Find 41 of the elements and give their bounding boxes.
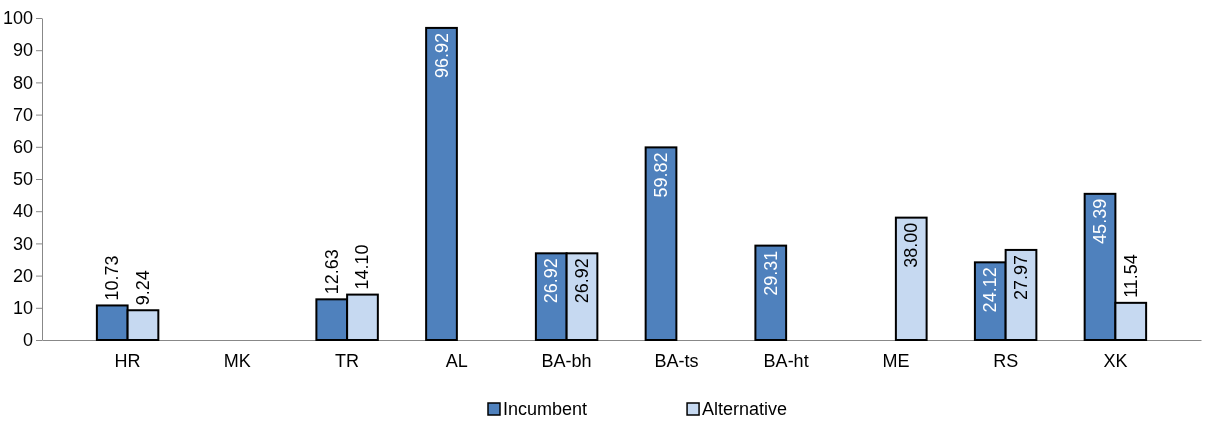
bar: [644, 146, 678, 341]
data-label: 26.92: [541, 258, 562, 304]
bar: [754, 244, 788, 341]
data-label: 29.31: [760, 250, 781, 296]
y-tick-label: 60: [12, 137, 33, 158]
y-tick-label: 10: [12, 298, 33, 319]
x-tick-label: BA-bh: [541, 350, 592, 371]
y-tick-label: 30: [12, 233, 33, 254]
data-label: 38.00: [901, 222, 922, 268]
y-tick-label: 50: [12, 169, 33, 190]
data-label: 12.63: [321, 249, 342, 295]
x-tick-label: AL: [445, 350, 468, 371]
data-label: 9.24: [132, 270, 153, 306]
x-tick-label: BA-ht: [763, 350, 809, 371]
x-tick-label: XK: [1103, 350, 1128, 371]
y-tick-label: 90: [12, 40, 33, 61]
x-tick-label: HR: [114, 350, 141, 371]
data-label: 11.54: [1120, 254, 1141, 298]
y-tick-label: 0: [22, 330, 33, 351]
data-label: 96.92: [431, 32, 452, 78]
x-tick-label: TR: [335, 350, 360, 371]
legend-label: Incumbent: [503, 399, 588, 419]
data-label: 26.92: [571, 258, 592, 304]
legend-label: Alternative: [702, 399, 788, 419]
x-tick-label: MK: [223, 350, 251, 371]
data-label: 10.73: [102, 255, 123, 301]
x-tick-label: BA-ts: [654, 350, 699, 371]
data-label: 24.12: [980, 267, 1001, 313]
y-tick-label: 40: [12, 201, 33, 222]
y-tick-label: 100: [2, 8, 33, 29]
data-label: 14.10: [352, 244, 373, 290]
data-label: 59.82: [651, 152, 672, 198]
x-tick-label: ME: [882, 350, 910, 371]
bar: [894, 216, 928, 341]
y-tick-label: 20: [12, 265, 33, 286]
bar: [425, 26, 458, 341]
data-label: 45.39: [1090, 198, 1111, 244]
y-tick-label: 80: [12, 72, 33, 93]
y-tick-label: 70: [12, 104, 33, 125]
data-label: 27.97: [1011, 254, 1031, 300]
x-tick-label: RS: [993, 350, 1019, 371]
